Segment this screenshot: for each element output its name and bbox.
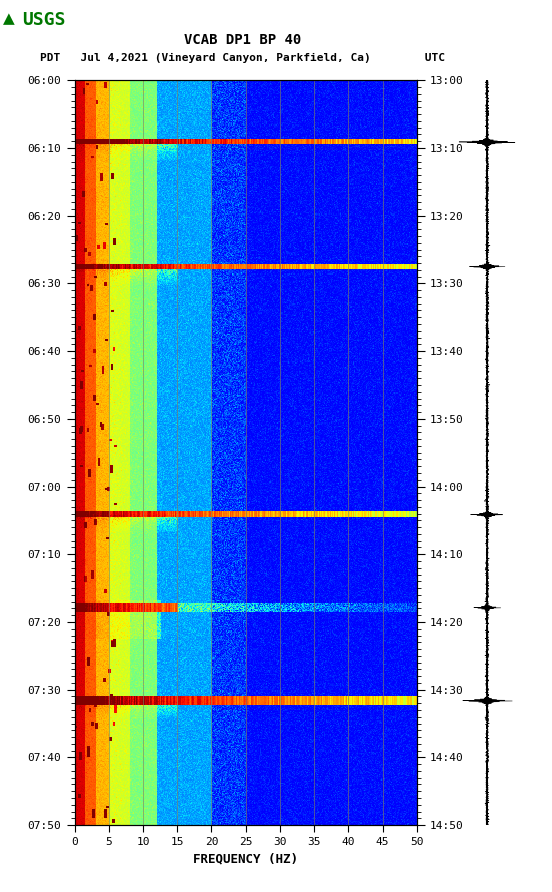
Text: VCAB DP1 BP 40: VCAB DP1 BP 40 bbox=[184, 33, 301, 47]
Text: ▲: ▲ bbox=[3, 11, 14, 26]
Text: USGS: USGS bbox=[22, 11, 66, 29]
Text: PDT   Jul 4,2021 (Vineyard Canyon, Parkfield, Ca)        UTC: PDT Jul 4,2021 (Vineyard Canyon, Parkfie… bbox=[40, 53, 445, 63]
X-axis label: FREQUENCY (HZ): FREQUENCY (HZ) bbox=[193, 853, 298, 865]
